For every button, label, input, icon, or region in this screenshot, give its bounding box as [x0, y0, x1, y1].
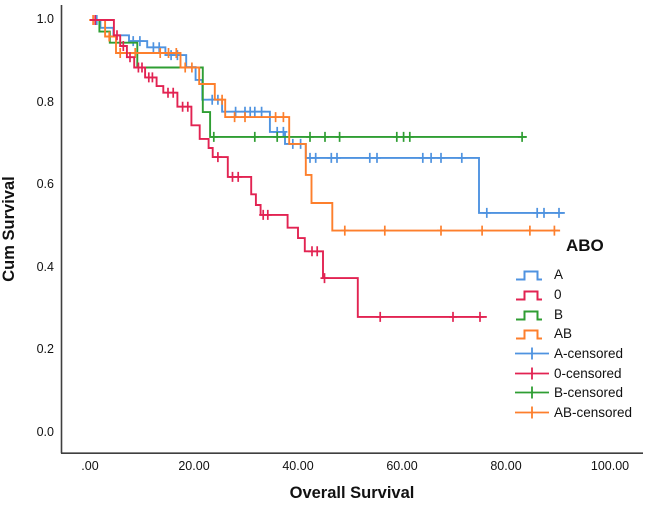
x-tick-label-20.00: 20.00	[178, 459, 210, 473]
legend-item-A: A	[514, 265, 632, 285]
series-A-censor-marks	[92, 15, 563, 218]
legend: ABO A 0 B AB A-censored 0-censored B-censored A…	[514, 228, 646, 420]
legend-item-AB: AB	[514, 324, 632, 344]
legend-item-label: B	[554, 306, 564, 322]
legend-step-line-icon	[516, 329, 542, 340]
series-A-curve	[90, 19, 565, 214]
legend-censor-plus-icon	[515, 367, 549, 380]
legend-item-label: 0	[554, 287, 562, 303]
legend-censor-plus-icon	[515, 347, 549, 360]
x-tick-label-60.00: 60.00	[386, 459, 418, 473]
legend-item-label: AB	[554, 326, 573, 342]
x-tick-label-80.00: 80.00	[490, 459, 522, 473]
legend-item-label: 0-censored	[554, 365, 622, 381]
x-axis-title: Overall Survival	[289, 484, 415, 502]
legend-title: ABO	[566, 236, 604, 255]
legend-item-B: B	[514, 304, 632, 324]
y-tick-label-0.8: 0.8	[36, 94, 54, 109]
x-tick-label-40.00: 40.00	[282, 459, 314, 473]
y-tick-label-0.0: 0.0	[36, 425, 54, 439]
series-B-censor-marks	[209, 131, 527, 142]
legend-censor-plus-icon	[515, 386, 549, 399]
legend-censor-plus-icon	[515, 406, 549, 419]
series-0-curve	[90, 19, 487, 318]
x-tick-label-.00: .00	[81, 459, 99, 473]
legend-item-AB-censored: AB-censored	[514, 403, 632, 423]
series-0-censor-marks	[91, 15, 484, 322]
series-B-curve	[90, 19, 527, 138]
legend-item-label: AB-censored	[554, 405, 633, 421]
legend-item-label: B-censored	[554, 385, 624, 401]
y-tick-label-1.0: 1.0	[36, 12, 54, 26]
y-tick-label-0.6: 0.6	[36, 177, 54, 192]
legend-item-label: A-censored	[554, 346, 624, 362]
legend-item-0: 0	[514, 285, 632, 305]
y-tick-label-0.2: 0.2	[36, 342, 54, 357]
legend-item-0-censored: 0-censored	[514, 363, 632, 383]
legend-step-line-icon	[516, 290, 542, 301]
legend-item-label: A	[554, 267, 564, 283]
x-tick-label-100.00: 100.00	[590, 459, 630, 473]
y-tick-label-0.4: 0.4	[36, 259, 54, 274]
axis-lines	[60, 5, 643, 454]
legend-step-line-icon	[516, 310, 542, 321]
legend-item-A-censored: A-censored	[514, 344, 632, 364]
legend-items: A 0 B AB A-censored 0-censored B-censored AB-ce…	[514, 265, 632, 423]
y-axis-title: Cum Survival	[0, 176, 18, 282]
legend-step-line-icon	[516, 270, 542, 281]
legend-item-B-censored: B-censored	[514, 383, 632, 403]
